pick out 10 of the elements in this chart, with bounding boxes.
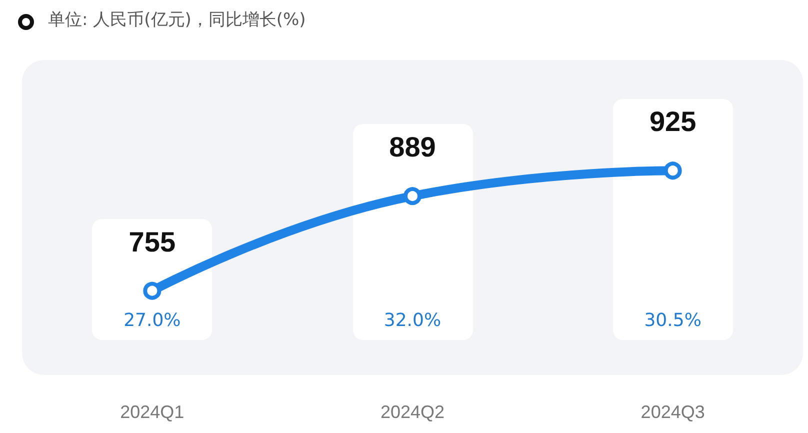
data-label: 925 (649, 106, 696, 138)
data-label: 755 (128, 226, 176, 258)
chart-title: 单位: 人民币(亿元)，同比增长(%) (48, 9, 306, 31)
text: 32.0% (382, 310, 442, 331)
data-label: 889 (389, 132, 436, 163)
text: 30.5% (643, 310, 702, 331)
x-tick-label: 2024Q3 (640, 402, 705, 422)
x-tick-label: 2024Q1 (120, 402, 184, 422)
text: 27.0% (122, 310, 182, 331)
x-tick-label: 2024Q2 (380, 402, 445, 422)
